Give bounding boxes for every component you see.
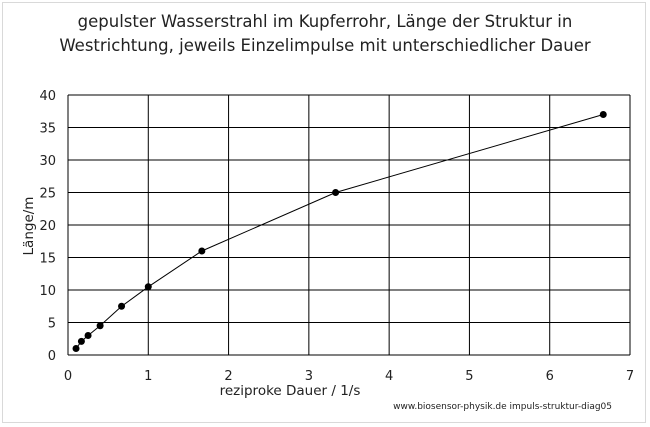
data-point-3 xyxy=(96,322,104,330)
series-line-0 xyxy=(75,114,604,349)
x-tick-label-7: 7 xyxy=(626,369,634,384)
y-axis-label: Länge/m xyxy=(21,197,37,256)
data-point-6 xyxy=(198,247,206,255)
y-tick-label-2: 10 xyxy=(39,284,56,299)
x-tick-labels: 0 1 2 3 4 5 6 7 xyxy=(64,369,634,384)
y-tick-label-3: 15 xyxy=(39,252,56,267)
x-axis-label: reziproke Dauer / 1/s xyxy=(220,383,361,399)
grid-lines xyxy=(67,94,631,356)
data-point-4 xyxy=(118,302,126,310)
x-tick-label-6: 6 xyxy=(546,369,554,384)
data-point-7 xyxy=(332,189,340,196)
y-tick-label-4: 20 xyxy=(39,219,56,234)
x-tick-label-3: 3 xyxy=(305,369,313,384)
chart-title-line-1: gepulster Wasserstrahl im Kupferrohr, Lä… xyxy=(77,12,573,31)
footer-credit: www.biosensor-physik.de impuls-struktur-… xyxy=(393,402,612,412)
chart-title-line-2: Westrichtung, jeweils Einzelimpulse mit … xyxy=(59,36,591,55)
x-tick-label-0: 0 xyxy=(64,369,72,384)
y-tick-labels: 0 5 10 15 20 25 30 35 40 xyxy=(39,89,56,364)
y-tick-label-7: 35 xyxy=(39,122,56,137)
y-tick-label-0: 0 xyxy=(48,349,56,364)
x-tick-label-2: 2 xyxy=(224,369,232,384)
data-point-5 xyxy=(144,283,152,291)
data-point-8 xyxy=(599,111,607,118)
x-tick-label-5: 5 xyxy=(465,369,473,384)
data-point-1 xyxy=(77,337,85,345)
x-tick-label-1: 1 xyxy=(144,369,152,384)
data-point-0 xyxy=(72,345,80,352)
y-tick-label-6: 30 xyxy=(39,154,56,169)
y-tick-label-1: 5 xyxy=(48,317,56,332)
data-series xyxy=(72,111,607,352)
y-tick-label-5: 25 xyxy=(39,187,56,202)
chart-title: gepulster Wasserstrahl im Kupferrohr, Lä… xyxy=(0,10,650,58)
x-tick-label-4: 4 xyxy=(385,369,393,384)
data-point-2 xyxy=(84,332,92,339)
y-tick-label-8: 40 xyxy=(39,89,56,104)
chart-frame xyxy=(2,2,646,423)
